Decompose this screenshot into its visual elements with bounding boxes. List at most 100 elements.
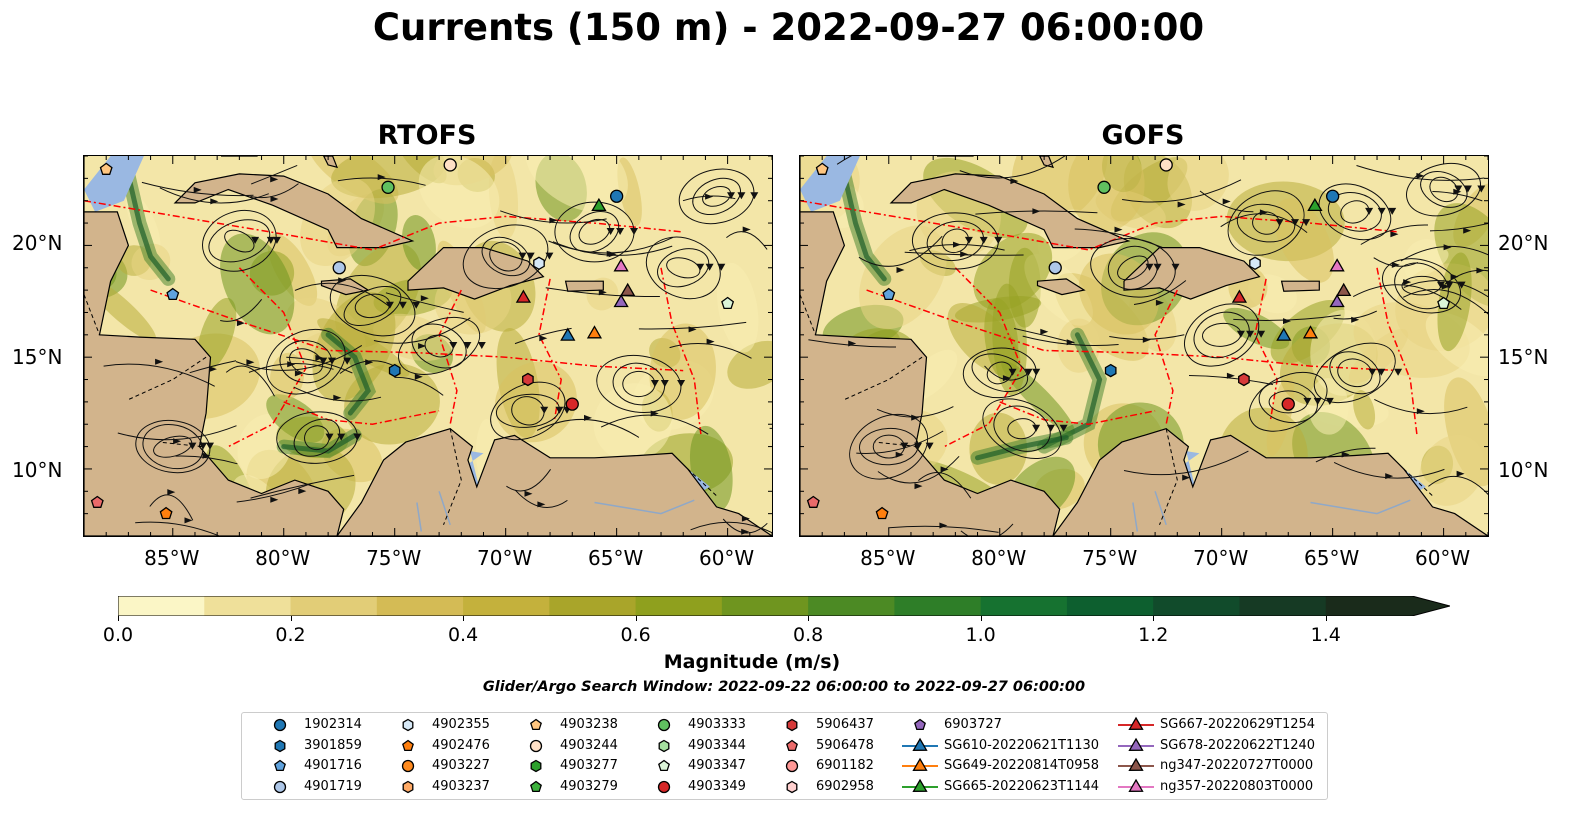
x-tick-label: 75°W bbox=[366, 546, 422, 570]
legend-item-label: SG678-20220622T1240 bbox=[1160, 737, 1316, 753]
y-tick-left-15n: 15°N bbox=[12, 345, 63, 369]
colorbar-bin bbox=[635, 596, 723, 616]
legend-item-label: SG667-20220629T1254 bbox=[1160, 717, 1316, 732]
observation-marker bbox=[515, 289, 532, 303]
panel-title-rtofs: RTOFS bbox=[377, 120, 477, 151]
x-tick-label: 60°W bbox=[698, 546, 755, 570]
legend-item-label: 3901859 bbox=[304, 737, 362, 753]
colorbar-bin bbox=[980, 596, 1068, 616]
observation-marker bbox=[875, 506, 889, 520]
legend-marker-icon bbox=[274, 759, 286, 772]
colorbar-bin bbox=[549, 596, 637, 616]
observation-marker bbox=[591, 197, 607, 212]
legend-marker-icon bbox=[1128, 737, 1144, 751]
observation-marker bbox=[1329, 294, 1345, 308]
colorbar-tick-label: 0.4 bbox=[447, 624, 479, 646]
legend-item-label: 4903344 bbox=[688, 737, 746, 753]
x-tick-label: 60°W bbox=[1414, 546, 1471, 570]
observation-marker bbox=[381, 180, 395, 194]
map-canvas bbox=[800, 156, 1488, 536]
observation-marker bbox=[586, 325, 603, 339]
legend-marker-icon bbox=[530, 759, 542, 773]
observation-marker bbox=[721, 296, 735, 310]
legend-marker-icon bbox=[912, 757, 928, 771]
colorbar-bin bbox=[204, 596, 292, 616]
observation-marker bbox=[1307, 197, 1323, 212]
x-tick-label: 80°W bbox=[971, 546, 1027, 570]
x-tick-label: 85°W bbox=[144, 546, 200, 570]
legend-marker-icon bbox=[658, 759, 670, 772]
x-tick-label: 70°W bbox=[477, 546, 533, 570]
legend-item-label: 6902958 bbox=[816, 778, 874, 794]
legend-item-label: 6903727 bbox=[944, 717, 1002, 732]
legend-item-label: SG665-20220623T1144 bbox=[944, 778, 1100, 794]
observation-marker bbox=[565, 397, 579, 411]
colorbar-extend-arrow bbox=[1325, 596, 1450, 616]
legend-item-label: 4903238 bbox=[560, 717, 618, 732]
legend-marker-icon bbox=[1128, 716, 1144, 730]
observation-marker bbox=[1238, 372, 1250, 387]
legend-marker-icon bbox=[530, 780, 542, 792]
observation-marker bbox=[613, 294, 629, 308]
colorbar-bin bbox=[290, 596, 378, 616]
observation-marker bbox=[1276, 327, 1292, 341]
colorbar-bin bbox=[118, 596, 205, 616]
figure-title: Currents (150 m) - 2022-09-27 06:00:00 bbox=[372, 6, 1205, 49]
legend-item-label: 4903347 bbox=[688, 758, 746, 773]
map-panel-rtofs bbox=[83, 155, 773, 537]
colorbar-tick bbox=[118, 616, 119, 621]
legend-item-label: 4903333 bbox=[688, 717, 746, 732]
colorbar-tick bbox=[980, 616, 982, 621]
y-tick-left-10n: 10°N bbox=[12, 458, 63, 482]
colorbar-tick bbox=[463, 616, 465, 621]
y-tick-right-10n: 10°N bbox=[1498, 458, 1549, 482]
legend-marker-icon bbox=[657, 780, 671, 793]
legend-marker-icon bbox=[914, 718, 926, 731]
observation-marker bbox=[609, 189, 624, 203]
legend-item-label: 4903279 bbox=[560, 778, 618, 794]
observation-marker bbox=[882, 287, 896, 301]
legend-item-label: ng347-20220727T0000 bbox=[1160, 758, 1314, 773]
colorbar bbox=[118, 596, 1450, 616]
y-tick-left-20n: 20°N bbox=[12, 231, 63, 255]
x-tick-label: 65°W bbox=[1304, 546, 1360, 570]
observation-marker bbox=[522, 372, 534, 387]
legend-marker-icon bbox=[402, 718, 414, 732]
colorbar-tick-label: 0.2 bbox=[275, 624, 306, 646]
colorbar-tick-label: 0.6 bbox=[620, 624, 651, 646]
colorbar-tick bbox=[1153, 616, 1155, 621]
observation-marker bbox=[99, 162, 113, 175]
observation-marker bbox=[388, 363, 401, 378]
observation-marker bbox=[806, 495, 820, 508]
observation-marker bbox=[332, 261, 346, 275]
colorbar-bin bbox=[808, 596, 895, 616]
search-window-text: Glider/Argo Search Window: 2022-09-22 06… bbox=[482, 679, 1086, 695]
observation-marker bbox=[1329, 258, 1345, 272]
legend-marker-icon bbox=[401, 759, 415, 773]
x-tick-label: 70°W bbox=[1193, 546, 1249, 570]
legend-marker-icon bbox=[530, 718, 542, 731]
legend-item-label: 1902314 bbox=[304, 717, 362, 732]
colorbar-bin bbox=[1153, 596, 1240, 616]
colorbar-bin bbox=[1066, 596, 1154, 616]
observation-marker bbox=[613, 258, 629, 272]
colorbar-bin bbox=[463, 596, 550, 616]
observation-marker bbox=[166, 287, 180, 301]
y-tick-right-20n: 20°N bbox=[1498, 231, 1549, 255]
legend-marker-icon bbox=[785, 759, 799, 773]
legend-item-label: 4901719 bbox=[304, 778, 362, 794]
legend-item-label: 4902355 bbox=[432, 717, 490, 732]
colorbar-tick-label: 1.2 bbox=[1138, 624, 1169, 646]
legend-item-label: 5906478 bbox=[816, 737, 874, 753]
legend-item-label: 4903244 bbox=[560, 737, 618, 753]
map-canvas bbox=[84, 156, 772, 536]
observation-marker bbox=[1302, 325, 1319, 339]
observation-marker bbox=[1048, 261, 1062, 275]
legend-marker-icon bbox=[273, 780, 287, 793]
colorbar-tick-label: 0.8 bbox=[793, 624, 824, 646]
legend-marker-icon bbox=[273, 718, 287, 732]
observation-marker bbox=[1336, 282, 1352, 297]
legend-marker-icon bbox=[529, 739, 543, 752]
map-panel-gofs bbox=[799, 155, 1489, 537]
colorbar-tick bbox=[635, 616, 637, 621]
